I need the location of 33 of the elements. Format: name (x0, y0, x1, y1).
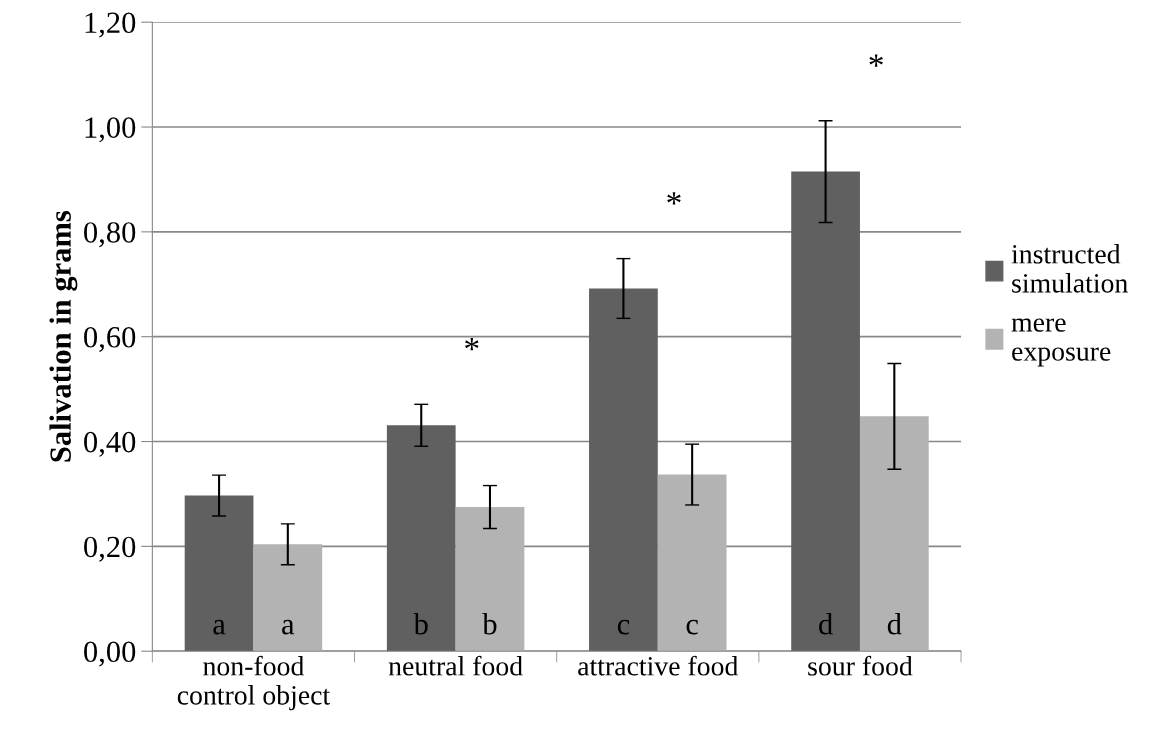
y-tick-label: 0,40 (84, 431, 136, 457)
data-label: b (482, 613, 497, 635)
data-label: c (686, 619, 698, 635)
data-label: b (413, 613, 428, 635)
bar (791, 171, 860, 652)
bar (589, 288, 658, 652)
y-tick-label: 0,80 (84, 222, 136, 248)
y-tick-label: 0,20 (84, 536, 136, 562)
annotation: * (667, 192, 681, 205)
x-tick-label: sour food (808, 655, 913, 676)
legend-label: mere exposure (1011, 318, 1111, 367)
data-label: c (617, 619, 630, 635)
bar (859, 416, 929, 652)
y-tick-label: 0,60 (84, 326, 136, 352)
bar (657, 474, 727, 652)
bar (386, 425, 456, 652)
legend-label: instructed simulation (1011, 244, 1128, 293)
y-axis-title: Salivation in grams (49, 210, 78, 462)
x-tick-label: non-food control object (177, 655, 331, 711)
y-tick-label: 1,20 (85, 12, 136, 38)
bar (184, 495, 254, 652)
data-label: a (282, 619, 295, 635)
y-tick-label: 0,00 (84, 641, 136, 667)
data-label: a (213, 619, 226, 635)
x-tick-label: attractive food (578, 655, 739, 676)
bar (455, 507, 525, 652)
x-tick-label: neutral food (388, 655, 523, 676)
annotation: * (465, 338, 479, 351)
data-label: d (887, 613, 902, 635)
data-label: d (819, 613, 833, 635)
bar (253, 544, 323, 652)
annotation: * (869, 54, 883, 67)
y-tick-label: 1,00 (85, 117, 136, 143)
